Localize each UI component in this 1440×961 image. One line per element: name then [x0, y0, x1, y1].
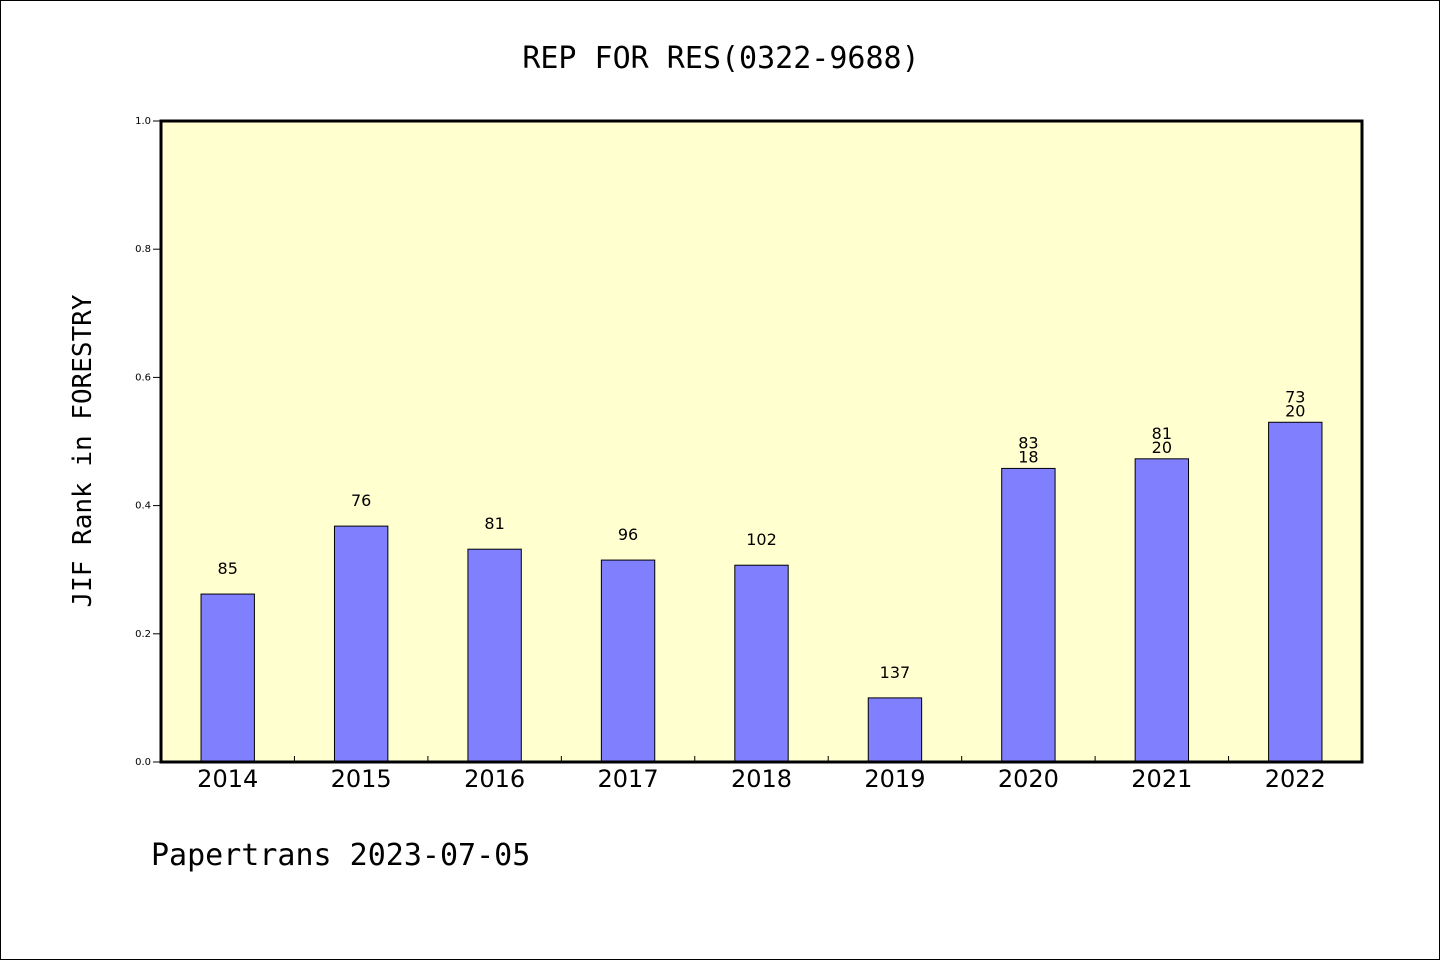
ticks-layer: 0.0 0.2 0.4 0.6 0.8 1.0 2014 85 2015 76 2016 81 2017… [135, 116, 1326, 793]
y-tick-label-5: 1.0 [135, 116, 151, 127]
data-label-bottom-2022: 20 [1285, 401, 1305, 420]
x-tick-label-2019: 2019 [864, 765, 925, 793]
bar-2017 [600, 559, 656, 763]
x-tick-label-2022: 2022 [1265, 765, 1326, 793]
chart-title: REP FOR RES(0322-9688) [522, 41, 919, 76]
data-label-2015: 76 [351, 491, 371, 510]
x-tick-label-2014: 2014 [197, 765, 258, 793]
data-label-top-2021: 81 [1152, 424, 1172, 443]
footer-text: Papertrans 2023-07-05 [151, 838, 530, 873]
bar-2021 [1134, 458, 1190, 763]
data-label-bottom-2020: 18 [1018, 447, 1038, 466]
bar-2022 [1268, 421, 1323, 763]
data-label-2016: 81 [484, 514, 504, 533]
data-label-2018: 102 [746, 530, 777, 549]
bar-2019 [867, 697, 923, 763]
x-tick-label-2018: 2018 [731, 765, 792, 793]
bars-layer [200, 421, 1323, 763]
x-tick-label-2015: 2015 [331, 765, 392, 793]
y-tick-label-2: 0.4 [135, 501, 151, 512]
y-axis-label: JIF Rank in FORESTRY [68, 294, 98, 607]
data-label-top-2022: 73 [1285, 387, 1305, 406]
bar-2020 [1001, 467, 1056, 763]
y-tick-label-3: 0.6 [135, 372, 151, 383]
y-tick-label-0: 0.0 [135, 757, 151, 768]
y-tick-label-4: 0.8 [135, 244, 151, 255]
bar-2016 [467, 548, 522, 763]
data-label-top-2020: 83 [1018, 433, 1038, 452]
data-label-2019: 137 [880, 663, 911, 682]
bar-2014 [200, 593, 255, 763]
y-tick-label-1: 0.2 [135, 629, 151, 640]
x-tick-label-2017: 2017 [598, 765, 659, 793]
data-label-2017: 96 [618, 525, 638, 544]
bar-2018 [734, 564, 789, 763]
x-tick-label-2016: 2016 [464, 765, 525, 793]
plot-border [159, 119, 1364, 764]
x-tick-label-2020: 2020 [998, 765, 1059, 793]
data-label-bottom-2021: 20 [1152, 438, 1172, 457]
x-tick-label-2021: 2021 [1131, 765, 1192, 793]
bar-2015 [333, 525, 389, 763]
data-label-2014: 85 [218, 559, 238, 578]
